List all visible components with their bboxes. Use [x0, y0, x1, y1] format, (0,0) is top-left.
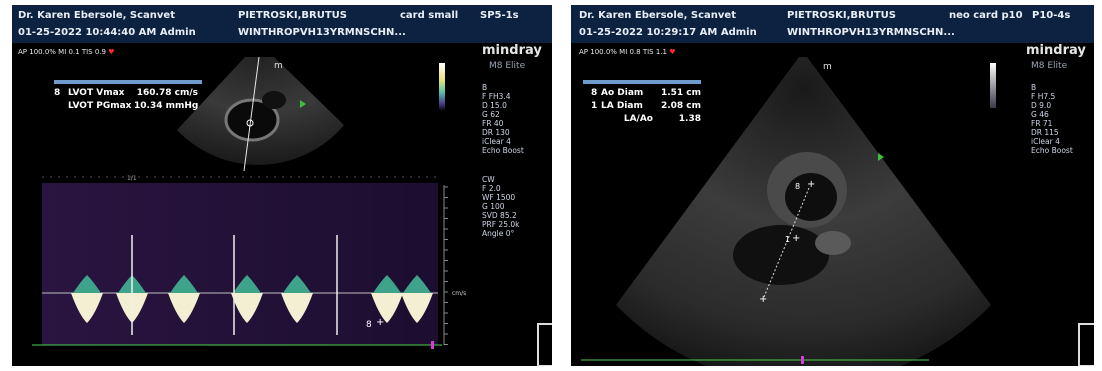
measurement-cursor: +	[376, 317, 384, 328]
left-ultrasound-panel: Dr. Karen Ebersole, Scanvet 01-25-2022 1…	[12, 5, 552, 366]
velocity-unit: cm/s	[452, 290, 466, 297]
left-image-layer: m cm/s 8 + 1/1	[32, 56, 466, 349]
measurement-row: LVOT PGmax 10.34 mmHg	[68, 101, 199, 111]
spectrum-upper-envelope	[403, 275, 431, 293]
timeline-marker	[431, 341, 434, 349]
probe-name: SP5-1s	[480, 10, 519, 21]
heart-chamber	[262, 91, 286, 109]
device-model: M8 Elite	[1031, 61, 1068, 71]
patient-id: WINTHROPVH13YRMNSCHN...	[787, 27, 955, 38]
brand-logo: mindray	[482, 43, 542, 58]
spectrum-lower-envelope	[371, 293, 403, 323]
spectrum-lower-envelope	[168, 293, 200, 323]
measurement-row: 8 LVOT Vmax 160.78 cm/s	[54, 88, 198, 98]
operator-name: Dr. Karen Ebersole, Scanvet	[579, 10, 736, 21]
preset-name: card small	[400, 10, 459, 21]
orientation-mark: m	[823, 62, 832, 72]
spectrum-lower-envelope	[231, 293, 263, 323]
spectrum-upper-envelope	[233, 275, 261, 293]
device-model: M8 Elite	[489, 61, 526, 71]
spectrum-upper-envelope	[170, 275, 198, 293]
right-ultrasound-panel: Dr. Karen Ebersole, Scanvet 01-25-2022 1…	[571, 5, 1094, 366]
spectral-doppler-display	[42, 183, 438, 345]
measurement-results: 8 LVOT Vmax 160.78 cm/s LVOT PGmax 10.34 mm…	[54, 87, 198, 113]
heart-chamber	[224, 98, 280, 142]
spectrum-lower-envelope	[71, 293, 103, 323]
measurement-header-bar	[583, 80, 701, 84]
exam-datetime: 01-25-2022 10:29:17 AM Admin	[579, 27, 757, 38]
acoustic-output: AP 100.0% MI 0.1 TIS 0.9 ♥	[18, 48, 115, 56]
orientation-mark: m	[274, 61, 283, 71]
spectrum-upper-envelope	[283, 275, 311, 293]
timeline-marker	[801, 356, 804, 364]
right-header-bar: Dr. Karen Ebersole, Scanvet 01-25-2022 1…	[571, 5, 1094, 43]
la-caliper: +	[792, 233, 800, 244]
patient-name: PIETROSKI,BRUTUS	[787, 10, 896, 21]
heart-icon: ♥	[108, 48, 115, 56]
gray-color-bar	[990, 63, 996, 108]
spectrum-lower-envelope	[281, 293, 313, 323]
focus-marker	[878, 153, 884, 161]
brand-logo: mindray	[1026, 43, 1086, 58]
heart-icon: ♥	[669, 48, 676, 56]
la-marker-label: 1	[785, 235, 790, 244]
ao-caliper: +	[807, 179, 815, 190]
ao-marker-label: 8	[795, 182, 800, 191]
aorta-lumen	[785, 173, 837, 221]
cw-parameters: CW F 2.0 WF 1500 G 100 SVD 85.2 PRF 25.0k Angl…	[482, 175, 520, 238]
cw-cursor-line	[243, 56, 260, 172]
preset-name: neo card p10	[949, 10, 1023, 21]
right-image-layer: + 8 + 1 + m	[581, 57, 996, 366]
focus-marker	[300, 100, 306, 108]
exam-datetime: 01-25-2022 10:44:40 AM Admin	[18, 27, 196, 38]
doppler-spectrum-envelopes	[71, 235, 433, 335]
acoustic-output: AP 100.0% MI 0.8 TIS 1.1 ♥	[579, 48, 676, 56]
spectrum-upper-envelope	[373, 275, 401, 293]
gray-color-bar	[439, 63, 445, 111]
end-caliper: +	[759, 294, 767, 305]
measurement-header-bar	[54, 80, 202, 84]
measurement-results: 8 Ao Diam 1.51 cm 1 LA Diam 2.08 cm LA/Ao 1.3…	[591, 87, 701, 126]
patient-name: PIETROSKI,BRUTUS	[238, 10, 347, 21]
measurement-row: 8 Ao Diam 1.51 cm	[591, 88, 701, 98]
measurement-cursor-label: 8	[366, 320, 372, 330]
spectrum-lower-envelope	[401, 293, 433, 323]
thumbnail-icon[interactable]	[1078, 323, 1094, 366]
measurement-row: 1 LA Diam 2.08 cm	[591, 101, 701, 111]
patient-id: WINTHROPVH13YRMNSCHN...	[238, 27, 406, 38]
probe-name: P10-4s	[1032, 10, 1071, 21]
measurement-row: LA/Ao 1.38	[623, 114, 701, 124]
operator-name: Dr. Karen Ebersole, Scanvet	[18, 10, 175, 21]
valve-echo	[815, 231, 851, 255]
left-header-bar: Dr. Karen Ebersole, Scanvet 01-25-2022 1…	[12, 5, 552, 43]
thumbnail-icon[interactable]	[537, 323, 552, 366]
timeline-label: 1/1	[127, 175, 137, 182]
sample-gate	[246, 119, 254, 127]
spectrum-upper-envelope	[73, 275, 101, 293]
